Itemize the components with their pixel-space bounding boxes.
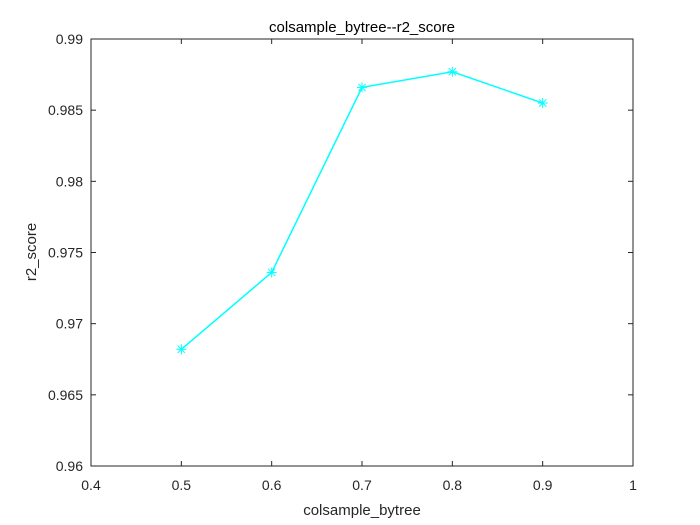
y-tick-label: 0.97: [56, 316, 83, 332]
data-point: [537, 98, 548, 109]
x-tick-label: 0.9: [533, 477, 553, 493]
y-tick-label: 0.975: [48, 245, 83, 261]
x-axis-ticks: 0.4 0.5 0.6 0.7 0.8 0.9 1: [81, 39, 637, 493]
x-tick-label: 0.7: [352, 477, 372, 493]
x-axis-label: colsample_bytree: [303, 502, 421, 519]
data-point: [176, 344, 187, 355]
data-point: [357, 82, 367, 93]
y-tick-label: 0.965: [48, 387, 83, 403]
series-layer: [176, 66, 548, 355]
x-tick-label: 0.4: [81, 477, 101, 493]
plot-area: [90, 38, 634, 467]
data-point: [447, 66, 458, 77]
y-tick-label: 0.98: [56, 173, 83, 189]
x-tick-label: 0.6: [262, 477, 282, 493]
data-point: [266, 267, 277, 278]
x-tick-label: 1: [629, 477, 637, 493]
y-tick-label: 0.96: [56, 458, 83, 474]
chart-title: colsample_bytree--r2_score: [269, 19, 455, 36]
y-axis-label: r2_score: [23, 223, 40, 281]
y-axis-ticks: 0.96 0.965 0.97 0.975 0.98 0.985 0.99: [48, 31, 633, 474]
y-tick-label: 0.985: [48, 102, 83, 118]
y-tick-label: 0.99: [56, 31, 83, 47]
x-tick-label: 0.5: [172, 477, 192, 493]
x-tick-label: 0.8: [443, 477, 463, 493]
